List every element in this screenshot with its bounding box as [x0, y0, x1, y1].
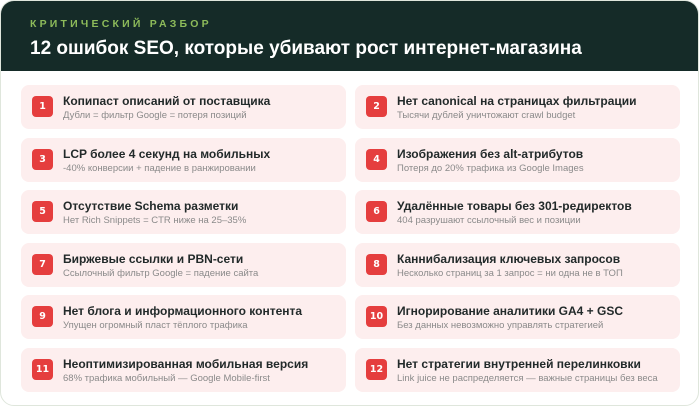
- mistake-card: 1 Копипаст описаний от поставщика Дубли = …: [21, 85, 346, 129]
- mistake-title: Удалённые товары без 301-редиректов: [397, 199, 632, 213]
- mistake-title: Нет стратегии внутренней перелинковки: [397, 356, 641, 371]
- page-title: 12 ошибок SEO, которые убивают рост инте…: [30, 38, 582, 59]
- mistake-card: 3 LCP более 4 секунд на мобильных -40% кон…: [21, 137, 346, 182]
- mistake-title: LCP более 4 секунд на мобильных: [63, 146, 271, 161]
- mistake-subtitle: 404 разрушают ссылочный вес и позиции: [397, 215, 581, 226]
- mistake-card: 7 Биржевые ссылки и PBN-сети Ссылочный фил…: [21, 242, 346, 287]
- number-badge: 10: [366, 306, 387, 327]
- mistake-subtitle: Несколько страниц за 1 запрос = ни одна …: [397, 267, 623, 279]
- mistake-title: Отсутствие Schema разметки: [63, 199, 239, 213]
- number-badge: 11: [32, 358, 53, 380]
- mistake-subtitle: Дубли = фильтр Google = потеря позиций: [63, 110, 247, 121]
- number-badge: 4: [366, 148, 387, 170]
- kicker-label: КРИТИЧЕСКИЙ РАЗБОР: [30, 18, 212, 30]
- mistake-card: 6 Удалённые товары без 301-редиректов 404 …: [355, 190, 680, 234]
- mistake-subtitle: -40% конверсии + падение в ранжировании: [63, 162, 256, 174]
- mistake-subtitle: Тысячи дублей уничтожают crawl budget: [397, 110, 576, 121]
- mistake-card: 12 Нет стратегии внутренней перелинковки L…: [355, 347, 680, 392]
- number-badge: 12: [366, 358, 387, 380]
- number-badge: 3: [32, 148, 53, 170]
- mistake-title: Нет canonical на страницах фильтрации: [397, 94, 637, 108]
- mistake-subtitle: Потеря до 20% трафика из Google Images: [397, 162, 584, 174]
- number-badge: 7: [32, 253, 53, 275]
- number-badge: 1: [32, 96, 53, 117]
- mistake-subtitle: Упущен огромный пласт тёплого трафика: [63, 320, 248, 331]
- mistakes-grid: 1 Копипаст описаний от поставщика Дубли = …: [21, 85, 680, 392]
- mistake-subtitle: Без данных невозможно управлять стратеги…: [397, 320, 604, 331]
- number-badge: 9: [32, 306, 53, 327]
- header: КРИТИЧЕСКИЙ РАЗБОР 12 ошибок SEO, которы…: [1, 1, 698, 71]
- mistake-card: 11 Неоптимизированная мобильная версия 68%…: [21, 347, 346, 392]
- mistake-card: 2 Нет canonical на страницах фильтрации Ты…: [355, 85, 680, 129]
- mistake-title: Каннибализация ключевых запросов: [397, 251, 621, 266]
- mistake-subtitle: Нет Rich Snippets = CTR ниже на 25–35%: [63, 215, 247, 226]
- mistake-card: 4 Изображения без alt-атрибутов Потеря до …: [355, 137, 680, 182]
- mistake-title: Неоптимизированная мобильная версия: [63, 356, 309, 371]
- number-badge: 5: [32, 201, 53, 222]
- mistake-subtitle: 68% трафика мобильный — Google Mobile-fi…: [63, 372, 270, 384]
- number-badge: 2: [366, 96, 387, 117]
- mistake-title: Нет блога и информационного контента: [63, 304, 303, 318]
- mistake-title: Копипаст описаний от поставщика: [63, 94, 271, 108]
- mistake-subtitle: Ссылочный фильтр Google = падение сайта: [63, 267, 259, 279]
- mistake-card: 9 Нет блога и информационного контента Упу…: [21, 295, 346, 339]
- mistake-title: Изображения без alt-атрибутов: [397, 146, 584, 161]
- number-badge: 6: [366, 201, 387, 222]
- mistake-card: 8 Каннибализация ключевых запросов Несколь…: [355, 242, 680, 287]
- mistake-title: Игнорирование аналитики GA4 + GSC: [397, 304, 624, 318]
- mistake-title: Биржевые ссылки и PBN-сети: [63, 251, 244, 266]
- mistake-card: 5 Отсутствие Schema разметки Нет Rich Snip…: [21, 190, 346, 234]
- mistake-subtitle: Link juice не распределяется — важные ст…: [397, 372, 658, 384]
- number-badge: 8: [366, 253, 387, 275]
- mistake-card: 10 Игнорирование аналитики GA4 + GSC Без д…: [355, 295, 680, 339]
